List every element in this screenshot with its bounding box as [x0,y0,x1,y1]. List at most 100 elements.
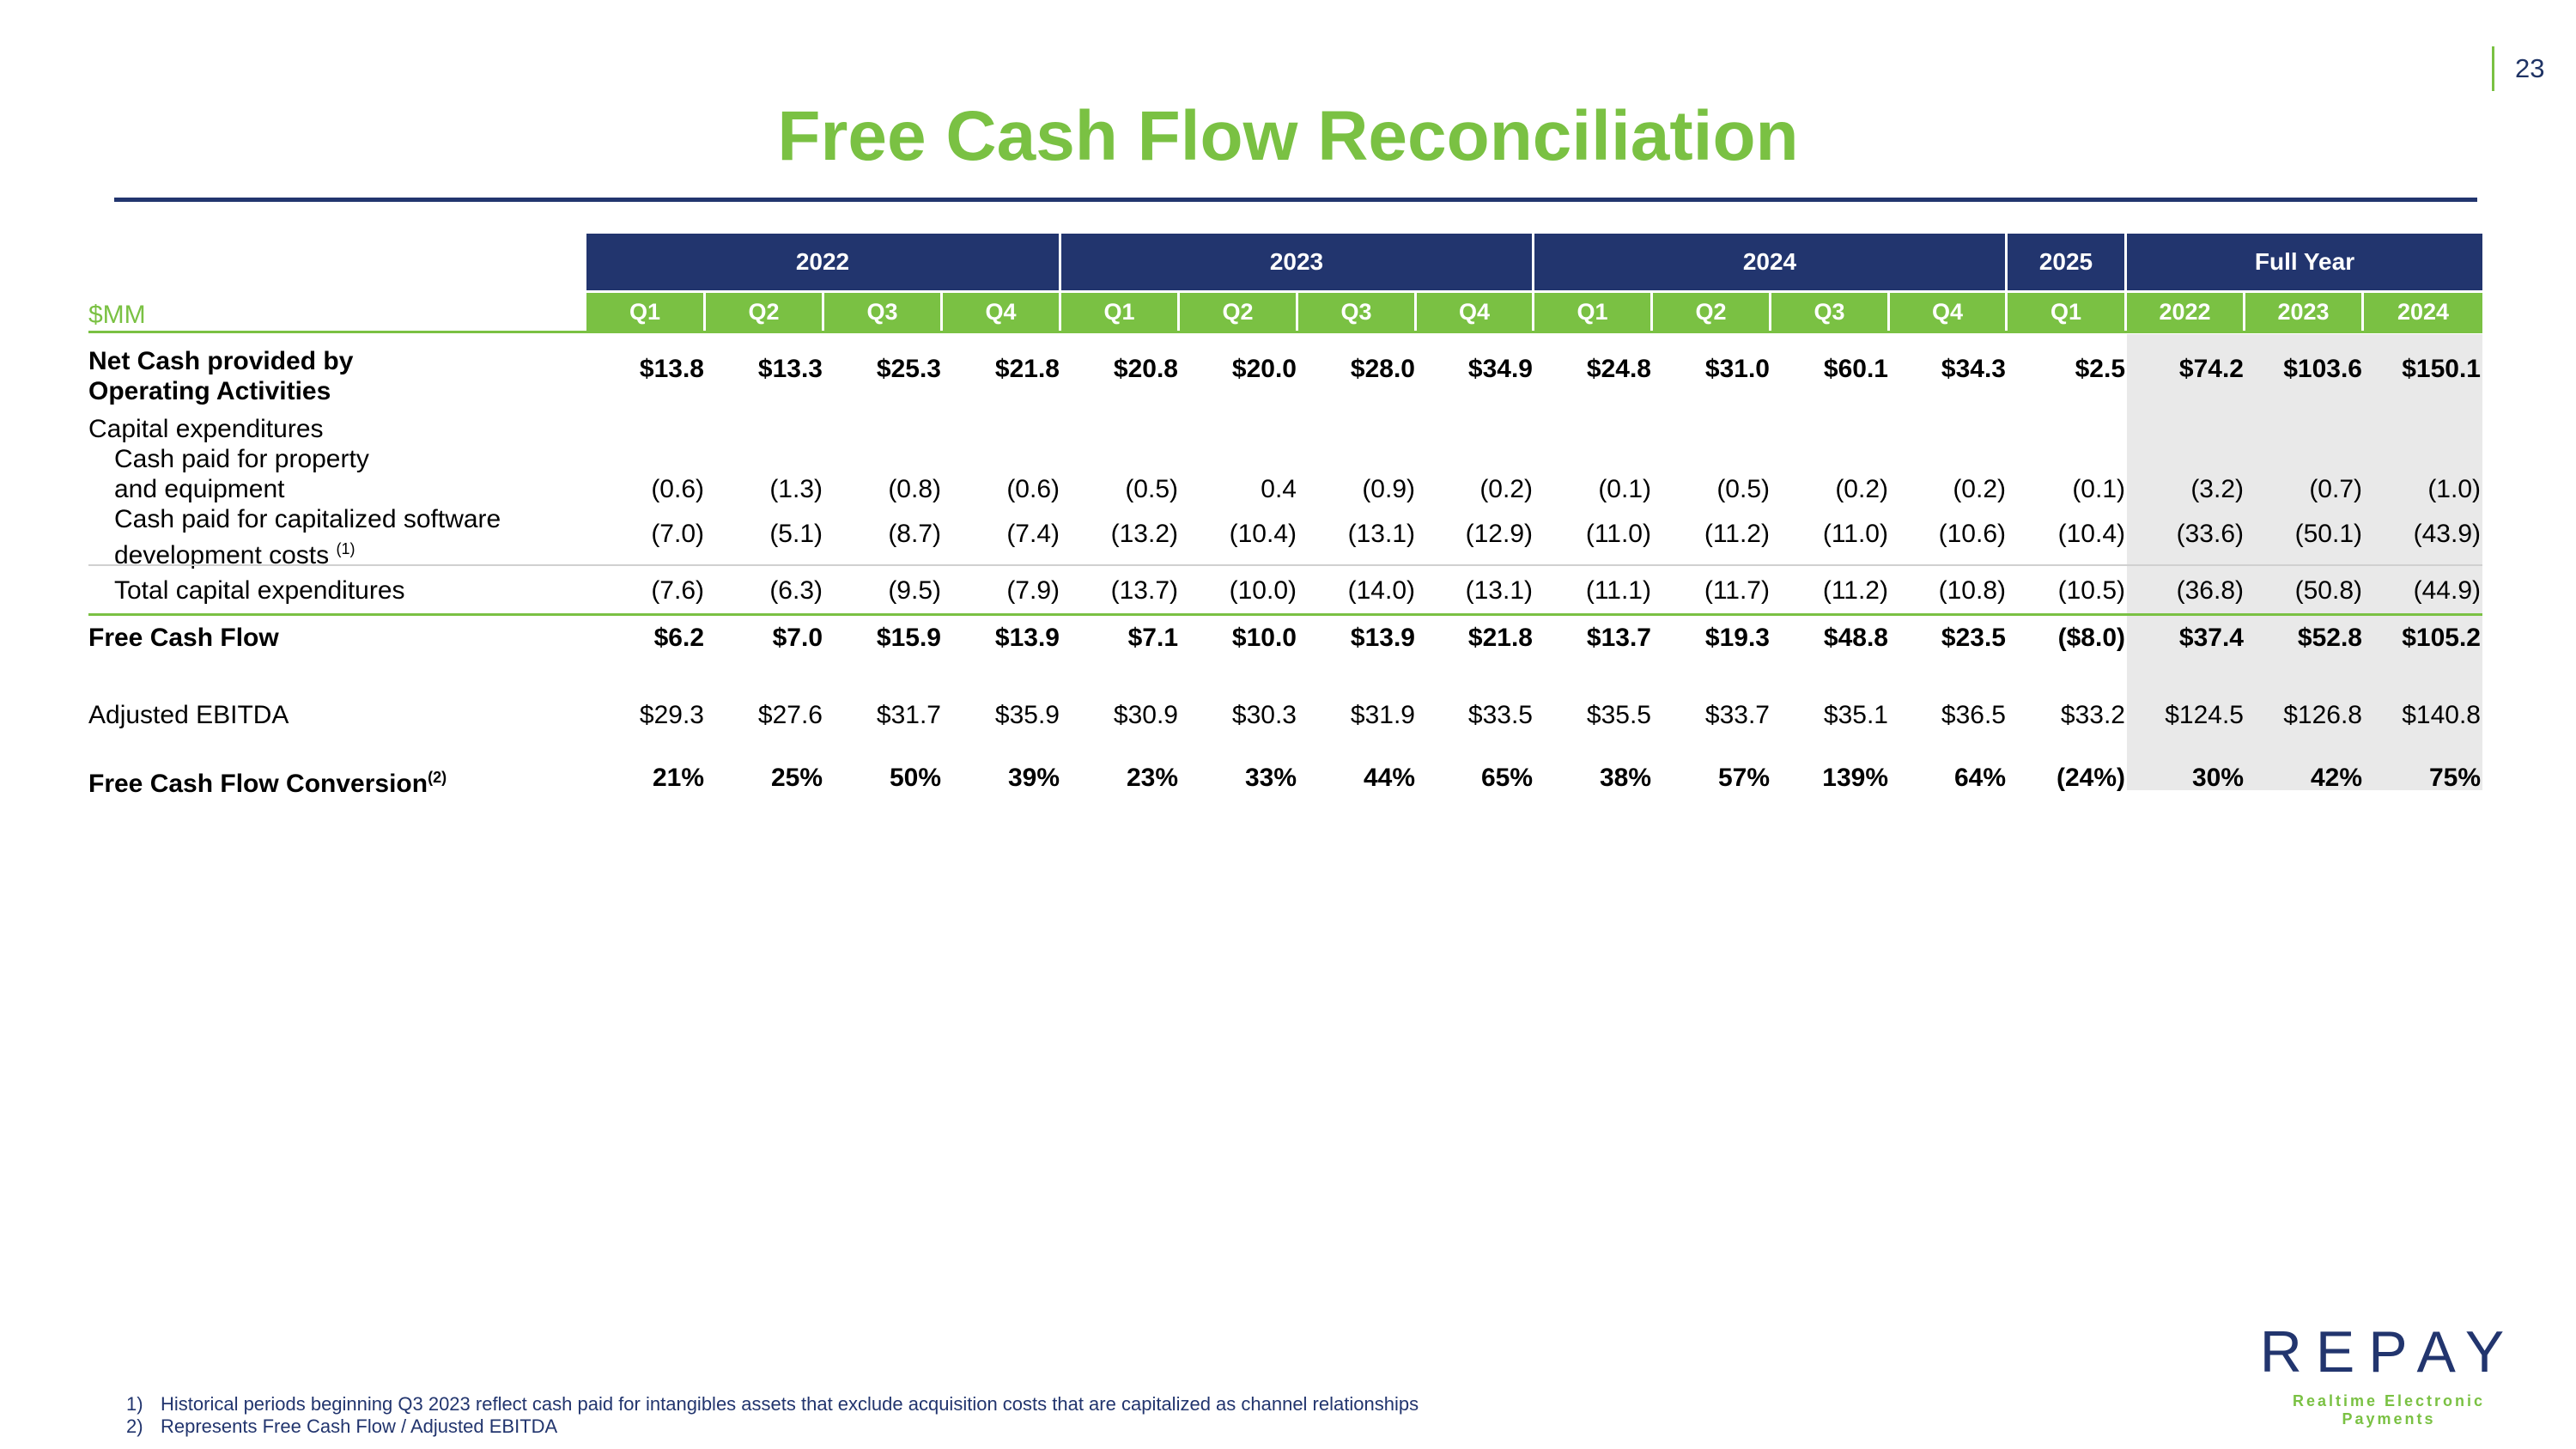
page-number-container: 23 [2492,46,2544,91]
cell-ebitda-3: $35.9 [994,701,1060,729]
cell-conversion-15: 75% [2428,764,2481,792]
cell-conversion-9: 57% [1717,764,1770,792]
cell-software-13: (33.6) [2176,520,2244,548]
cell-conversion-12: (24%) [2056,764,2125,792]
page-number: 23 [2515,53,2545,83]
fcf-divider [88,613,2482,616]
col-header: Q3 [824,293,943,331]
cell-fcf-8: $13.7 [1586,624,1651,652]
cell-software-3: (7.4) [1006,520,1060,548]
cell-ppe-3: (0.6) [1006,475,1060,503]
cell-software-4: (13.2) [1110,520,1178,548]
page-title: Free Cash Flow Reconciliation [777,97,1799,175]
cell-software-12: (10.4) [2057,520,2125,548]
cell-net-cash-11: $34.3 [1941,355,2006,383]
repay-logo: REPAY Realtime Electronic Payments [2251,1318,2526,1428]
cell-total-capex-15: (44.9) [2413,576,2481,605]
col-header: Q2 [1653,293,1771,331]
cell-total-capex-13: (36.8) [2176,576,2244,605]
cell-ppe-2: (0.8) [888,475,941,503]
cell-net-cash-0: $13.8 [639,355,704,383]
cell-conversion-3: 39% [1007,764,1060,792]
cell-total-capex-6: (14.0) [1347,576,1415,605]
logo-wordmark: REPAY [2259,1319,2518,1385]
year-header-2025: 2025 [2008,234,2127,290]
col-header: Q2 [706,293,824,331]
cell-net-cash-6: $28.0 [1350,355,1415,383]
cell-ebitda-14: $126.8 [2283,701,2362,729]
cell-fcf-4: $7.1 [1127,624,1178,652]
cell-net-cash-3: $21.8 [994,355,1060,383]
cell-ppe-13: (3.2) [2190,475,2244,503]
cell-fcf-0: $6.2 [653,624,704,652]
year-header-2023: 2023 [1061,234,1534,290]
cell-net-cash-4: $20.8 [1113,355,1178,383]
cell-ebitda-9: $33.7 [1704,701,1770,729]
cell-software-1: (5.1) [769,520,823,548]
cell-net-cash-2: $25.3 [876,355,941,383]
cell-ppe-7: (0.2) [1479,475,1533,503]
col-header: Q1 [586,293,706,331]
cell-software-15: (43.9) [2413,520,2481,548]
cell-total-capex-11: (10.8) [1938,576,2006,605]
cell-total-capex-14: (50.8) [2294,576,2362,605]
cell-ppe-15: (1.0) [2427,475,2481,503]
cell-conversion-8: 38% [1599,764,1651,792]
cell-ebitda-1: $27.6 [757,701,823,729]
cell-ppe-4: (0.5) [1125,475,1178,503]
cell-net-cash-9: $31.0 [1704,355,1770,383]
cell-fcf-2: $15.9 [876,624,941,652]
cell-software-14: (50.1) [2294,520,2362,548]
cell-ppe-10: (0.2) [1835,475,1888,503]
col-header: Q1 [2008,293,2127,331]
cell-conversion-6: 44% [1363,764,1415,792]
cell-ebitda-4: $30.9 [1113,701,1178,729]
cell-fcf-9: $19.3 [1704,624,1770,652]
cell-conversion-13: 30% [2191,764,2244,792]
row-label-total-capex: Total capital expenditures [114,576,405,605]
cell-ebitda-7: $33.5 [1467,701,1533,729]
subtotal-divider [88,564,2482,566]
col-header: 2023 [2245,293,2364,331]
cell-total-capex-3: (7.9) [1006,576,1060,605]
cell-ppe-9: (0.5) [1716,475,1770,503]
cell-ppe-11: (0.2) [1953,475,2006,503]
cell-fcf-10: $48.8 [1823,624,1888,652]
cell-total-capex-10: (11.2) [1822,576,1888,605]
cell-fcf-3: $13.9 [994,624,1060,652]
cell-ebitda-2: $31.7 [876,701,941,729]
cell-software-11: (10.6) [1938,520,2006,548]
cell-ebitda-5: $30.3 [1231,701,1297,729]
cell-fcf-5: $10.0 [1231,624,1297,652]
cell-conversion-4: 23% [1126,764,1178,792]
cell-conversion-11: 64% [1953,764,2006,792]
row-label-software: Cash paid for capitalized software develo… [114,505,501,569]
cell-total-capex-2: (9.5) [888,576,941,605]
cell-total-capex-4: (13.7) [1110,576,1178,605]
cell-net-cash-14: $103.6 [2283,355,2362,383]
cell-net-cash-13: $74.2 [2178,355,2244,383]
cell-net-cash-1: $13.3 [757,355,823,383]
col-header: 2022 [2127,293,2245,331]
cell-conversion-1: 25% [770,764,823,792]
cell-conversion-7: 65% [1480,764,1533,792]
cell-fcf-11: $23.5 [1941,624,2006,652]
cell-software-6: (13.1) [1347,520,1415,548]
cell-software-9: (11.2) [1704,520,1770,548]
cell-total-capex-12: (10.5) [2057,576,2125,605]
cell-ebitda-10: $35.1 [1823,701,1888,729]
row-label-net-cash: Net Cash provided by Operating Activities [88,347,354,405]
logo-tagline: Realtime Electronic Payments [2292,1392,2486,1428]
year-header-2022: 2022 [586,234,1061,290]
unit-label: $MM [88,301,146,329]
col-header: Q1 [1061,293,1180,331]
col-header: Q4 [1417,293,1534,331]
cell-software-10: (11.0) [1822,520,1888,548]
cell-net-cash-7: $34.9 [1467,355,1533,383]
cell-ppe-6: (0.9) [1362,475,1415,503]
cell-conversion-0: 21% [652,764,704,792]
cell-software-8: (11.0) [1585,520,1651,548]
cell-total-capex-0: (7.6) [651,576,704,605]
title-divider [114,198,2477,202]
cell-total-capex-7: (13.1) [1465,576,1533,605]
